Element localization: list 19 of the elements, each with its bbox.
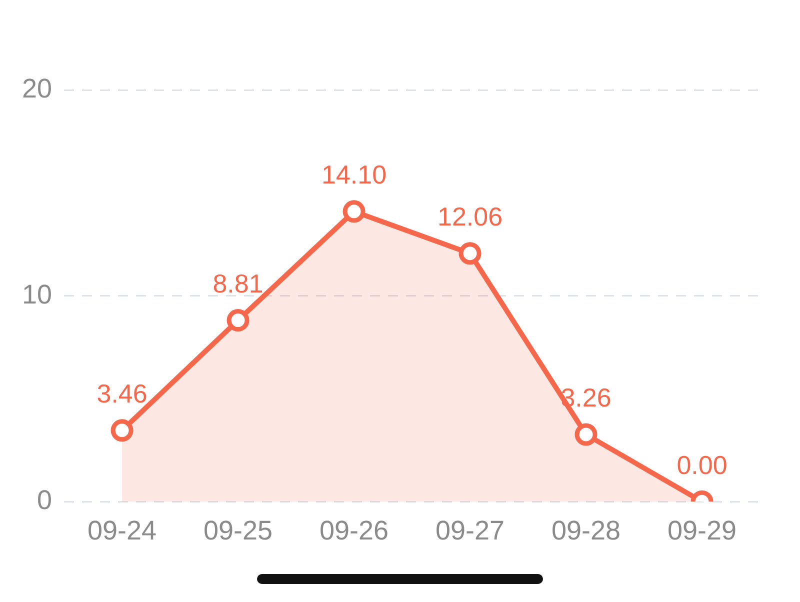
- point: [458, 242, 482, 265]
- y-tick-label: 10: [22, 279, 52, 310]
- y-tick-label: 20: [22, 73, 52, 104]
- point: [574, 423, 598, 446]
- point: [226, 309, 250, 332]
- x-tick-label: 09-26: [319, 515, 389, 546]
- data-label: 12.06: [437, 202, 503, 232]
- y-tick-label: 0: [37, 485, 52, 516]
- x-tick-label: 09-27: [435, 515, 505, 546]
- x-tick-label: 09-29: [667, 515, 737, 546]
- x-tick-label: 09-28: [551, 515, 621, 546]
- data-label: 14.10: [321, 160, 387, 190]
- data-label: 0.00: [676, 450, 728, 480]
- x-tick-label: 09-24: [88, 515, 157, 546]
- point: [342, 200, 366, 223]
- data-label: 3.46: [96, 378, 148, 409]
- x-tick-label: 09-25: [203, 515, 273, 546]
- point: [110, 419, 134, 442]
- data-label: 8.81: [212, 268, 264, 298]
